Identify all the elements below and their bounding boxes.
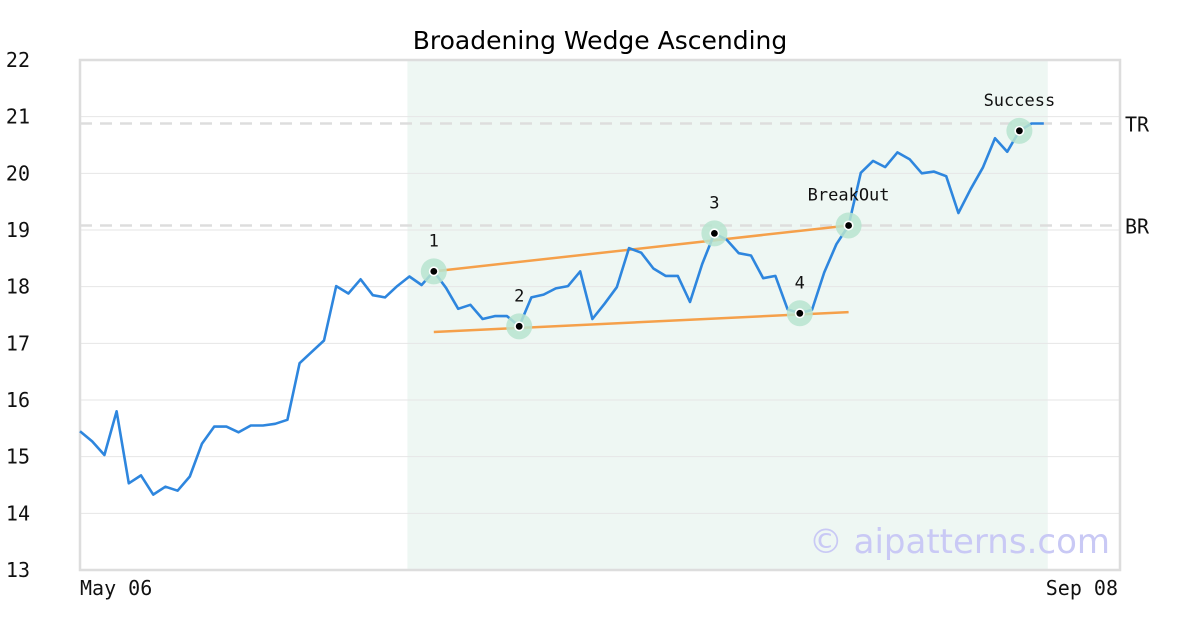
pivot-label: BreakOut xyxy=(808,185,890,205)
y-tick-label: 15 xyxy=(6,445,30,469)
watermark: © aipatterns.com xyxy=(809,522,1110,562)
x-tick-label: Sep 08 xyxy=(1046,576,1118,600)
y-tick-label: 21 xyxy=(6,105,30,129)
y-tick-label: 20 xyxy=(6,161,30,185)
y-tick-label: 18 xyxy=(6,275,30,299)
x-axis: May 06 Sep 08 xyxy=(80,576,1118,600)
wedge-line xyxy=(433,224,849,273)
wedge-lines xyxy=(433,224,849,334)
reference-label-br: BR xyxy=(1125,214,1150,238)
pivot-label: Success xyxy=(984,91,1056,111)
reference-lines: TR BR xyxy=(80,112,1150,238)
y-tick-label: 16 xyxy=(6,388,30,412)
pivot-points: 1 2 3 4 BreakOut Success xyxy=(420,91,1056,340)
pivot-label: 2 xyxy=(514,286,524,306)
pivot-dot xyxy=(796,309,804,317)
y-tick-label: 19 xyxy=(6,218,30,242)
y-tick-label: 13 xyxy=(6,558,30,582)
chart-title: Broadening Wedge Ascending xyxy=(413,26,788,55)
pivot-label: 4 xyxy=(795,273,805,293)
wedge-line xyxy=(433,310,849,334)
y-tick-label: 17 xyxy=(6,331,30,355)
plot-frame xyxy=(78,58,1122,572)
pivot-dot xyxy=(430,267,438,275)
reference-label-tr: TR xyxy=(1125,112,1150,136)
gridlines xyxy=(80,116,1120,514)
y-tick-label: 14 xyxy=(6,501,30,525)
pivot-dot xyxy=(845,222,852,229)
y-tick-label: 22 xyxy=(6,48,30,72)
pivot-label: 3 xyxy=(709,193,719,213)
pivot-label: 1 xyxy=(429,231,439,251)
price-line xyxy=(79,122,1044,496)
pivot-dot xyxy=(515,322,523,330)
pivot-dot xyxy=(1016,127,1023,135)
pivot-dot xyxy=(711,230,718,237)
x-tick-label: May 06 xyxy=(80,576,152,600)
y-axis: 13 14 15 16 17 18 19 20 21 22 xyxy=(6,48,30,582)
